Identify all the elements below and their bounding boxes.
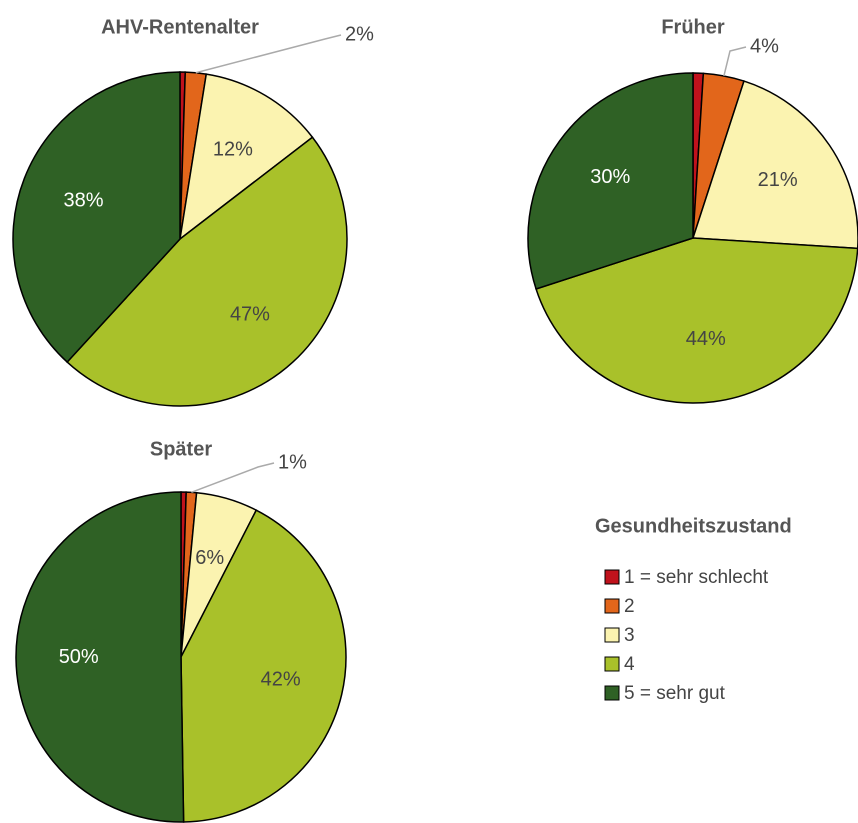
chart-title: AHV-Rentenalter — [101, 16, 259, 38]
leader-line — [723, 46, 747, 77]
leader-line — [191, 462, 275, 494]
pie-slice — [535, 237, 858, 404]
pie-slice — [15, 491, 185, 823]
data-label: 42% — [261, 668, 301, 690]
legend-label: 1 = sehr schlecht — [624, 567, 769, 588]
data-label: 1% — [278, 451, 307, 473]
data-label: 30% — [590, 166, 630, 188]
pie-slice — [178, 73, 314, 241]
legend-swatch — [604, 656, 620, 672]
legend-swatch — [604, 569, 620, 585]
data-label: 44% — [686, 328, 726, 350]
pie-slice — [527, 72, 694, 290]
data-label: 21% — [758, 169, 798, 191]
legend-swatch — [604, 598, 620, 614]
pie-slice — [66, 136, 348, 407]
legend-swatch — [604, 685, 620, 701]
pie-slice — [180, 509, 347, 823]
chart-title: Später — [150, 438, 212, 460]
legend-label: 5 = sehr gut — [624, 683, 726, 704]
legend-swatch — [604, 627, 620, 643]
data-label: 38% — [63, 190, 103, 212]
data-label: 6% — [195, 547, 224, 569]
data-label: 47% — [230, 304, 270, 326]
pie-slice — [12, 71, 181, 364]
leader-line — [195, 34, 342, 74]
chart-title: Früher — [661, 16, 725, 38]
legend-label: 4 — [624, 654, 635, 675]
legend-label: 2 — [624, 596, 635, 617]
data-label: 12% — [213, 138, 253, 160]
legend-title: Gesundheitszustand — [595, 515, 792, 537]
data-label: 50% — [59, 646, 99, 668]
data-label: 4% — [750, 35, 779, 57]
legend-label: 3 — [624, 625, 635, 646]
data-label: 2% — [345, 23, 374, 45]
